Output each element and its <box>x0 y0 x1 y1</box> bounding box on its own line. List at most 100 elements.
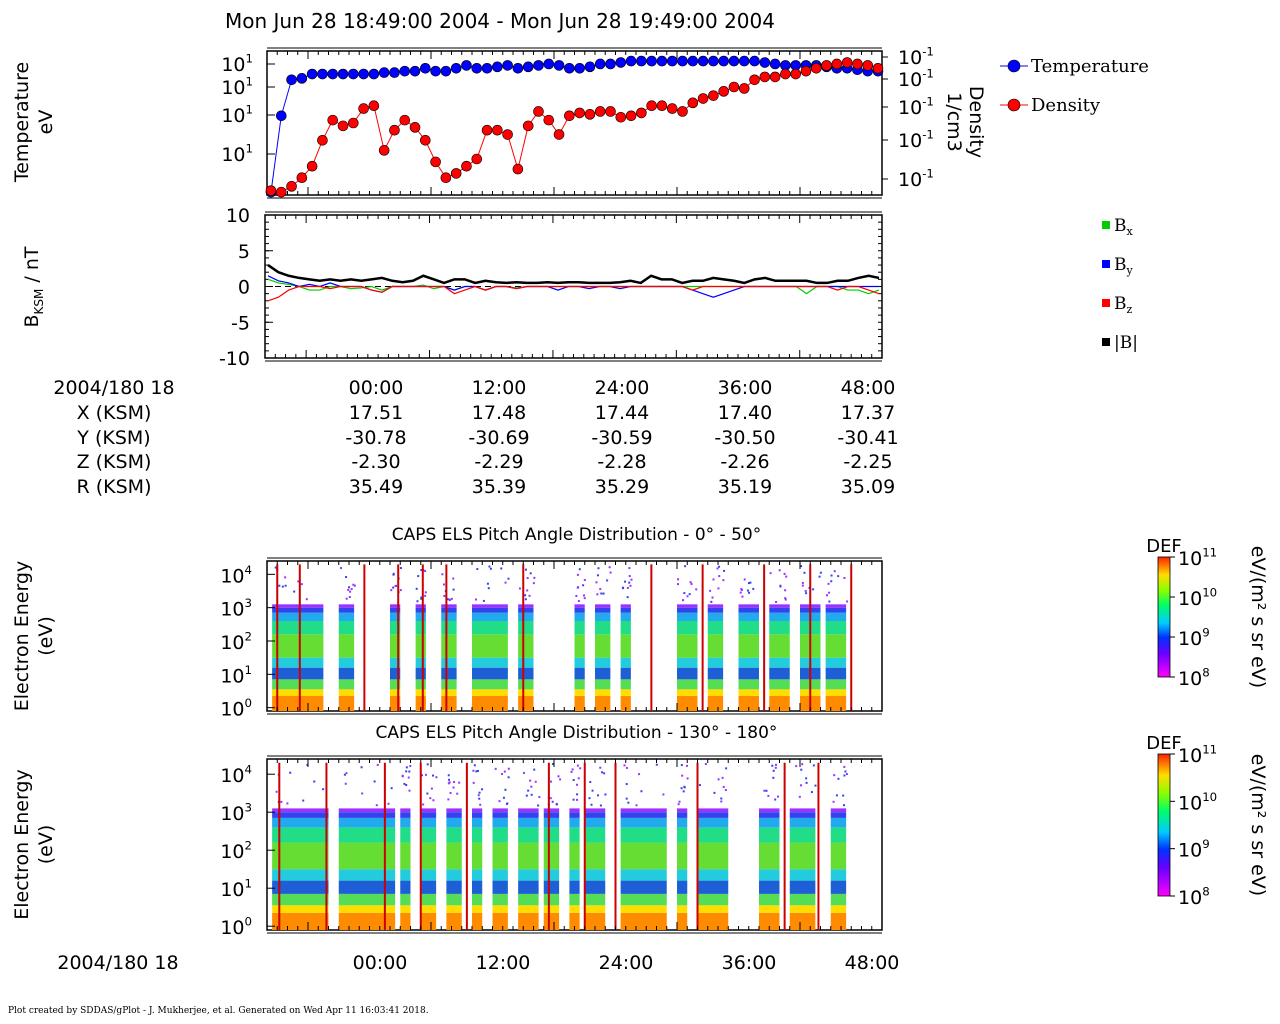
mag-ytick-label: -10 <box>219 348 250 370</box>
moments-point-density <box>677 106 688 117</box>
spectrogram-speckle <box>803 571 806 574</box>
moments-point-temperature <box>492 61 503 73</box>
spectrogram-speckle <box>583 597 586 600</box>
colorbar-tick-label: 1010 <box>1178 790 1217 815</box>
spectrogram-speckle <box>529 572 532 575</box>
spectrogram-speckle <box>474 598 477 601</box>
spectrogram-speckle <box>502 796 505 799</box>
spectrogram-speckle <box>424 773 427 776</box>
spectrogram-cell <box>769 621 790 635</box>
spectrogram-cell <box>569 812 580 818</box>
spectrogram-speckle <box>446 598 449 601</box>
spectrogram-speckle <box>775 600 778 603</box>
spectrogram-speckle <box>741 595 744 598</box>
spectrogram-speckle <box>297 580 300 583</box>
spectrogram-cell <box>543 817 560 828</box>
moments-point-density <box>749 74 760 86</box>
ephemeris-value: 35.29 <box>595 476 649 498</box>
spectrogram-speckle <box>447 774 450 777</box>
spectrogram-speckle <box>416 600 419 603</box>
spectrogram-cell <box>472 604 508 608</box>
spectrogram-speckle <box>525 794 528 797</box>
spectrogram-speckle <box>767 794 770 797</box>
spectrogram-speckle <box>578 568 581 571</box>
spectrogram-cell <box>492 912 508 930</box>
spectrogram-ytick-label: 102 <box>220 629 252 654</box>
spectrogram-speckle <box>596 593 599 596</box>
spectrogram-cell <box>420 880 437 894</box>
spectrogram-cell <box>338 905 396 913</box>
moments-point-density <box>625 110 637 122</box>
spectrogram-speckle <box>774 798 777 801</box>
spectrogram-speckle <box>678 800 681 803</box>
moments-ytick-right: 10-1 <box>898 66 934 91</box>
spectrogram-speckle <box>784 598 787 601</box>
spectrogram-speckle <box>717 778 720 781</box>
spectrogram-speckle <box>522 771 525 774</box>
spectrogram-cell <box>338 808 396 813</box>
spectrogram-cell <box>492 817 508 828</box>
spectrogram-cell <box>472 912 483 930</box>
spectrogram-speckle <box>590 803 593 806</box>
ephemeris-value: -30.78 <box>345 427 406 449</box>
spectrogram-cell <box>574 634 585 658</box>
spectrogram-speckle <box>345 772 348 775</box>
spectrogram-speckle <box>399 589 402 592</box>
spectrogram-speckle <box>537 804 540 807</box>
spectrogram-cell <box>446 912 462 930</box>
spectrogram-cell <box>543 842 560 870</box>
spectrogram-speckle <box>390 589 393 592</box>
moments-series-line <box>270 60 878 193</box>
spectrogram-cell <box>338 869 396 881</box>
moments-point-density <box>646 100 657 112</box>
spectrogram-cell <box>272 827 329 843</box>
spectrogram-cell <box>830 808 847 813</box>
spectrogram-cell <box>338 696 355 711</box>
spectrogram-cell <box>446 869 462 881</box>
moments-point-temperature <box>769 58 781 70</box>
spectrogram-speckle <box>353 584 356 587</box>
mag-ytick-label: 0 <box>238 277 250 299</box>
spectrogram-cell <box>738 696 759 711</box>
spectrogram-speckle <box>609 571 612 574</box>
spectrogram-cell <box>338 880 396 894</box>
spectrogram-cell <box>759 827 780 843</box>
mag-legend-label: Bz <box>1114 294 1133 316</box>
spectrogram-speckle <box>843 774 846 777</box>
moments-point-density <box>553 129 565 140</box>
spectrogram-cell <box>584 817 606 828</box>
spectrogram-ytick-label: 104 <box>220 563 252 588</box>
spectrogram-speckle <box>507 767 510 770</box>
spectrogram-cell <box>759 808 780 813</box>
spectrogram-ytick-label: 104 <box>220 763 252 788</box>
spectrogram-speckle <box>772 769 775 772</box>
spectrogram-speckle <box>576 573 579 576</box>
spectrogram-cell <box>441 634 457 658</box>
spectrogram-cell <box>492 905 508 913</box>
spectrogram-cell <box>677 621 698 635</box>
spectrogram-speckle <box>482 599 485 602</box>
spectrogram-cell <box>677 827 688 843</box>
moments-point-temperature <box>296 73 308 84</box>
spectrogram-cell <box>738 604 759 608</box>
ephemeris-table: 2004/180 18 X (KSM) Y (KSM)Z (KSM) R (KSM) 0… <box>53 377 898 498</box>
spectrogram-cell <box>390 607 401 613</box>
spectrogram-speckle <box>409 765 412 768</box>
spectrogram-cell <box>574 621 585 635</box>
spectrogram-speckle <box>494 767 497 770</box>
spectrogram-speckle <box>415 587 418 590</box>
moments-point-density <box>841 57 853 68</box>
spectrogram-cell <box>390 612 401 621</box>
spectrogram-speckle <box>432 799 435 802</box>
spectrogram-speckle <box>713 791 716 794</box>
spectrogram-speckle <box>361 792 364 795</box>
spectrogram-cell <box>272 893 329 906</box>
spectrogram-speckle <box>778 569 781 572</box>
spectrogram-cell <box>472 880 483 894</box>
spectrogram-speckle <box>349 590 352 593</box>
spectrogram-cell <box>595 607 611 613</box>
spectrogram-speckle <box>407 776 410 779</box>
spectrogram-speckle <box>681 774 684 777</box>
bottom-axis-date-label: 2004/180 18 <box>57 952 178 974</box>
mag-legend-swatch <box>1102 221 1110 229</box>
